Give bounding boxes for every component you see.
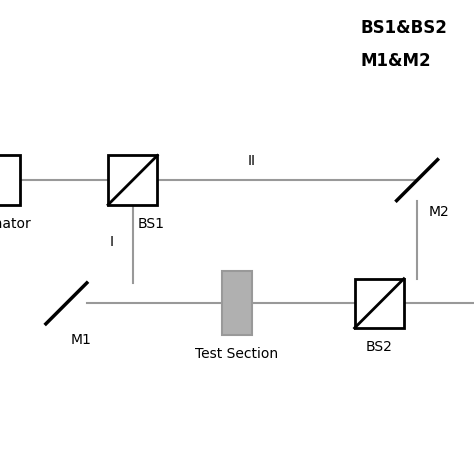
- Text: BS1&BS2: BS1&BS2: [360, 19, 447, 37]
- Text: BS2: BS2: [366, 340, 392, 354]
- Bar: [355, 279, 404, 328]
- Text: M2: M2: [429, 205, 450, 219]
- Text: Test Section: Test Section: [195, 347, 279, 361]
- Bar: [221, 271, 252, 336]
- Text: II: II: [247, 154, 255, 168]
- Text: BS1: BS1: [137, 217, 164, 231]
- Bar: [108, 155, 157, 205]
- Text: Collimator: Collimator: [0, 217, 31, 231]
- Text: M1: M1: [71, 333, 92, 347]
- Text: M1&M2: M1&M2: [360, 52, 431, 70]
- Bar: [0, 155, 20, 205]
- Text: I: I: [110, 235, 114, 249]
